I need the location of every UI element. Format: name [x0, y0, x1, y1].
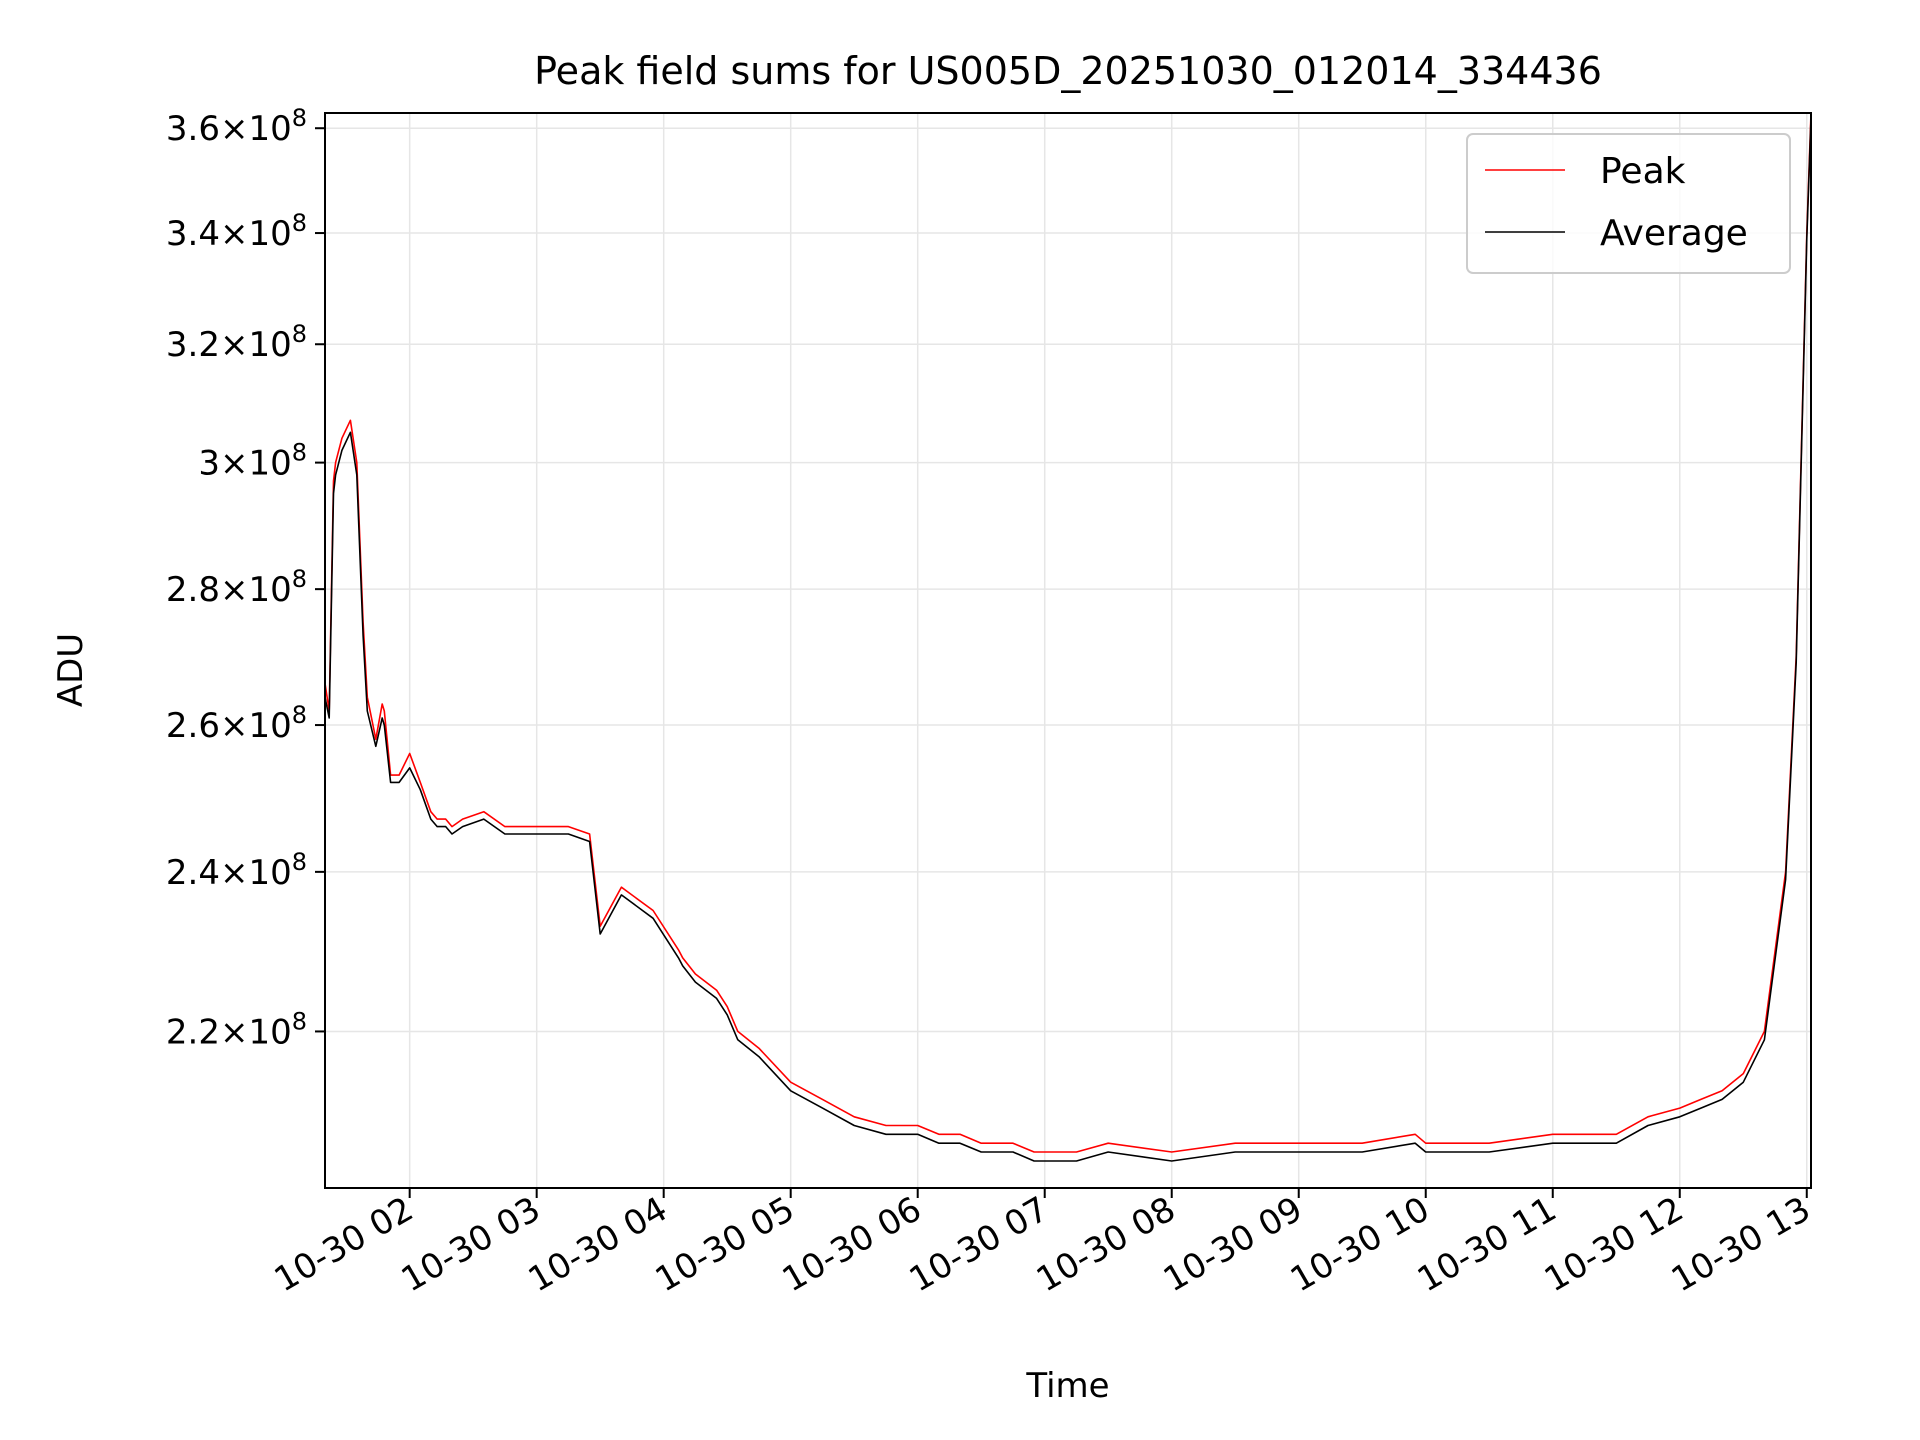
- y-tick-label: 2.2×108: [166, 1007, 307, 1052]
- series-line-average: [324, 118, 1812, 1162]
- y-tick-label: 2.8×108: [166, 565, 307, 610]
- chart-title: Peak field sums for US005D_20251030_0120…: [534, 49, 1602, 93]
- y-tick-label: 2.6×108: [166, 701, 307, 746]
- x-axis-title: Time: [1025, 1366, 1109, 1406]
- legend: Peak Average: [1466, 133, 1791, 274]
- y-axis: 2.2×108 2.4×108 2.6×108 2.8×108 3×108 3.2×108…: [166, 104, 325, 1052]
- y-tick-label: 3.6×108: [166, 104, 307, 149]
- y-tick-label: 3×108: [198, 439, 307, 484]
- plot-frame: [324, 112, 1812, 1189]
- y-tick-label: 3.4×108: [166, 209, 307, 254]
- series-line-peak: [324, 112, 1812, 1153]
- legend-box: [1466, 133, 1791, 274]
- series-layer: [324, 112, 1812, 1162]
- y-axis-title: ADU: [51, 633, 91, 707]
- y-tick-label: 3.2×108: [166, 320, 307, 365]
- legend-label-peak: Peak: [1600, 151, 1686, 192]
- y-tick-label: 2.4×108: [166, 848, 307, 893]
- legend-label-average: Average: [1600, 213, 1748, 254]
